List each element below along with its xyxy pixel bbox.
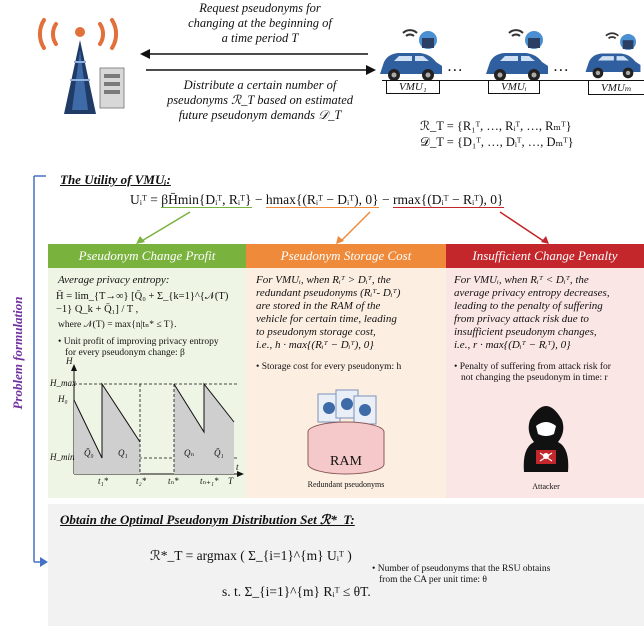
car-icon [486, 29, 548, 81]
x-tick: tₙ₊₁* [200, 476, 219, 486]
request-message: Request pseudonyms for changing at the b… [188, 1, 332, 45]
penalty-term: rmax{(Dᵢᵀ − Rᵢᵀ), 0} [393, 192, 504, 208]
distribute-arrow [146, 65, 376, 75]
utility-heading: The Utility of VMUᵢ: [60, 172, 171, 187]
dots: … [554, 58, 569, 75]
ram-icon [307, 389, 385, 475]
optimal-formula: ℛ*_T = argmax ( Σ_{i=1}^{m} Uᵢᵀ ) [150, 548, 352, 563]
dots: … [448, 58, 463, 75]
area-label: Q̄₀ [84, 448, 94, 458]
ram-caption: Redundant pseudonyms [307, 480, 385, 489]
car-icon [585, 32, 641, 79]
x-tick: tₙ* [168, 476, 179, 486]
vmu-label: VMUᵢ [488, 81, 540, 94]
penalty-text: For VMUᵢ, when Rᵢᵀ < Dᵢᵀ, the average pr… [454, 274, 610, 351]
storage-text: For VMUᵢ, when Rᵢᵀ > Dᵢᵀ, the redundant … [256, 274, 401, 351]
y-tick-hmin: H_min [50, 452, 75, 462]
y-tick-hmax: H_max [50, 378, 76, 388]
optimal-panel [48, 504, 644, 626]
distribute-message: Distribute a certain number of pseudonym… [166, 78, 354, 122]
pseudonym-set: ℛ_T = {R₁ᵀ, …, Rᵢᵀ, …, Rₘᵀ} 𝒟_T = {D₁ᵀ, … [420, 118, 574, 150]
rsu-tower-icon [37, 18, 125, 114]
profit-bullet: • Unit profit of improving privacy entro… [58, 337, 219, 358]
vmu-label: VMUₘ [588, 81, 644, 95]
entropy-formula: H̄ = lim_{T→∞} [Q̄₀ + Σ_{k=1}^{𝒩(T)−1} Q… [56, 291, 229, 315]
theta-note: • Number of pseudonyms that the RSU obta… [372, 564, 551, 585]
storage-bullet: • Storage cost for every pseudonym: h [256, 362, 402, 372]
penalty-title: Insufficient Change Penalty [446, 244, 644, 268]
y-axis-label: H [66, 356, 73, 366]
penalty-bullet: • Penalty of suffering from attack risk … [454, 362, 611, 383]
term-arrows [136, 211, 549, 244]
profit-title: Pseudonym Change Profit [48, 244, 246, 268]
x-axis-label: t [236, 462, 239, 472]
y-tick-h0: H₀ [58, 394, 68, 404]
x-tick: T [228, 476, 234, 486]
attacker-caption: Attacker [532, 482, 560, 491]
storage-title: Pseudonym Storage Cost [246, 244, 446, 268]
vehicle-group: … … [376, 28, 644, 98]
request-arrow [140, 49, 368, 59]
set-d: 𝒟_T = {D₁ᵀ, …, Dᵢᵀ, …, Dₘᵀ} [420, 135, 574, 149]
area-label: Qₙ [184, 448, 195, 458]
side-label: Problem formulation [10, 296, 25, 410]
storage-term: hmax{(Rᵢᵀ − Dᵢᵀ), 0} [265, 192, 379, 208]
vmu-label: VMU₁ [386, 81, 440, 94]
formulation-bracket [33, 175, 48, 567]
entropy-graph [71, 364, 244, 477]
profit-term: βH̄min{Dᵢᵀ, Rᵢᵀ} [161, 192, 252, 208]
entropy-where: where 𝒩(T) = max{n|tₙ* ≤ T}. [58, 320, 177, 330]
set-r: ℛ_T = {R₁ᵀ, …, Rᵢᵀ, …, Rₘᵀ} [420, 119, 572, 133]
utility-lhs: Uᵢᵀ = [130, 192, 162, 207]
car-icon [380, 29, 442, 81]
attacker-icon [523, 406, 569, 472]
area-label: Q̄₁ [214, 448, 224, 458]
entropy-label: Average privacy entropy: [58, 274, 170, 286]
area-label: Q₁ [118, 448, 128, 458]
utility-formula: Uᵢᵀ = βH̄min{Dᵢᵀ, Rᵢᵀ} − hmax{(Rᵢᵀ − Dᵢᵀ… [130, 192, 504, 208]
optimal-constraint: s. t. Σ_{i=1}^{m} Rᵢᵀ ≤ θT. [222, 584, 371, 599]
ram-label: RAM [330, 454, 362, 469]
x-tick: t₂* [136, 476, 147, 486]
optimal-heading: Obtain the Optimal Pseudonym Distributio… [60, 512, 355, 527]
vmu-labels: VMU₁ VMUᵢ VMUₘ [382, 80, 644, 97]
x-tick: t₁* [98, 476, 109, 486]
